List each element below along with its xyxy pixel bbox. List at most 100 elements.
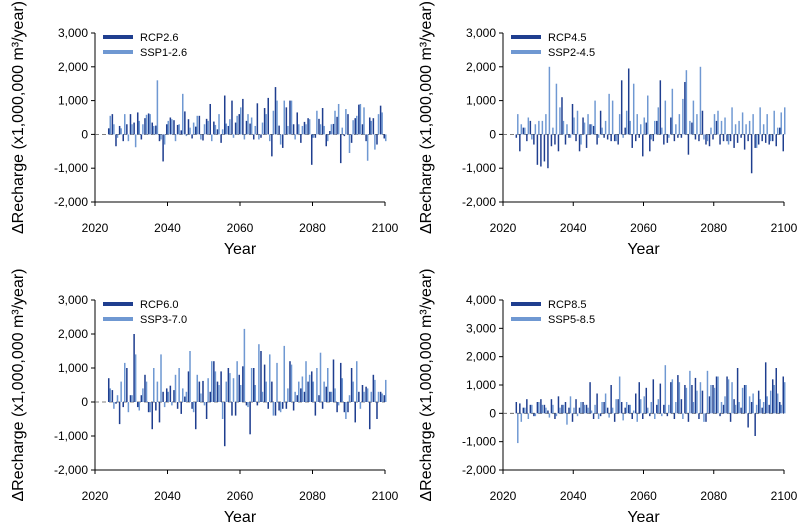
bar-ssp126-2089 xyxy=(345,109,347,135)
bar-rcp45-2068 xyxy=(670,117,672,135)
bar-rcp45-2070 xyxy=(677,134,679,138)
bar-rcp60-2043 xyxy=(176,402,179,409)
bar-rcp85-2051 xyxy=(610,385,612,414)
bar-ssp126-2046 xyxy=(189,127,191,135)
y-tick-label: 2,000 xyxy=(58,60,88,74)
bar-rcp60-2080 xyxy=(310,371,313,402)
legend-label: RCP4.5 xyxy=(548,32,587,44)
bar-ssp245-2030 xyxy=(538,120,540,135)
bar-ssp126-2037 xyxy=(156,80,159,135)
bar-rcp85-2032 xyxy=(543,404,546,414)
bar-rcp85-2035 xyxy=(554,413,556,419)
bar-ssp245-2065 xyxy=(661,127,663,135)
bar-ssp585-2077 xyxy=(703,413,705,422)
bar-ssp370-2049 xyxy=(200,393,202,402)
bar-ssp126-2095 xyxy=(366,134,369,161)
bar-ssp245-2028 xyxy=(531,134,533,140)
bar-ssp370-2098 xyxy=(377,391,380,402)
bar-rcp85-2076 xyxy=(698,413,700,419)
x-tick-label: 2100 xyxy=(372,489,399,503)
bar-ssp245-2079 xyxy=(710,127,712,135)
bar-ssp245-2049 xyxy=(604,120,607,135)
bar-rcp60-2027 xyxy=(118,402,121,425)
bar-ssp126-2032 xyxy=(138,120,141,135)
bar-ssp245-2087 xyxy=(738,120,740,135)
bar-ssp245-2097 xyxy=(773,110,775,135)
bar-ssp245-2093 xyxy=(759,107,761,135)
bar-ssp245-2026 xyxy=(524,127,526,135)
bar-rcp85-2046 xyxy=(592,413,595,419)
bar-rcp60-2083 xyxy=(321,402,324,409)
bar-rcp26-2040 xyxy=(165,124,168,135)
bar-rcp85-2048 xyxy=(599,413,602,417)
bar-ssp126-2088 xyxy=(341,127,344,135)
bar-ssp585-2078 xyxy=(706,370,709,414)
bar-ssp245-2039 xyxy=(569,134,572,138)
bar-rcp45-2072 xyxy=(684,82,686,135)
bar-rcp85-2083 xyxy=(722,404,725,414)
bar-ssp370-2099 xyxy=(381,393,383,402)
y-tick-label: -1,000 xyxy=(462,161,496,175)
bar-ssp126-2100 xyxy=(385,134,387,142)
bar-rcp85-2063 xyxy=(652,379,655,414)
bar-rcp85-2095 xyxy=(764,362,767,414)
bar-ssp585-2066 xyxy=(664,365,667,414)
bar-rcp26-2048 xyxy=(194,126,197,135)
x-tick-label: 2040 xyxy=(560,489,587,503)
bar-ssp245-2100 xyxy=(784,107,786,135)
bar-ssp126-2081 xyxy=(316,110,318,135)
bar-rcp60-2035 xyxy=(147,402,150,413)
bar-rcp26-2080 xyxy=(310,134,313,165)
bar-ssp585-2100 xyxy=(784,382,786,414)
bar-ssp370-2082 xyxy=(319,352,322,402)
y-tick-label: 2,000 xyxy=(466,350,496,364)
bar-ssp126-2061 xyxy=(243,134,246,140)
bar-rcp45-2057 xyxy=(631,134,633,148)
bar-rcp85-2029 xyxy=(533,413,535,417)
panel-2: -2,000 -1,000 0 1,000 2,000 3,000 2020 2040 2060… xyxy=(418,1,798,258)
bar-ssp126-2055 xyxy=(221,129,224,135)
bar-ssp126-2031 xyxy=(134,134,137,148)
bar-rcp60-2084 xyxy=(325,386,327,402)
bar-rcp85-2052 xyxy=(613,413,616,422)
x-axis-title: Year xyxy=(224,509,257,526)
bar-ssp585-2046 xyxy=(594,404,596,414)
bar-rcp85-2080 xyxy=(712,385,714,414)
bar-rcp26-2097 xyxy=(372,118,375,135)
bar-ssp585-2059 xyxy=(639,399,642,414)
bar-rcp60-2054 xyxy=(216,381,219,402)
bar-ssp585-2075 xyxy=(696,390,698,414)
bar-rcp26-2081 xyxy=(314,134,317,138)
bar-ssp245-2045 xyxy=(590,124,593,135)
bar-rcp60-2055 xyxy=(220,371,222,402)
bar-ssp126-2098 xyxy=(377,114,380,135)
bar-ssp245-2075 xyxy=(696,114,698,135)
bar-rcp60-2086 xyxy=(332,359,335,402)
bar-rcp26-2073 xyxy=(285,107,288,135)
bar-ssp126-2053 xyxy=(214,124,217,135)
bar-ssp126-2059 xyxy=(236,115,238,135)
bar-rcp26-2039 xyxy=(162,134,164,162)
bar-ssp245-2035 xyxy=(555,83,558,135)
bar-ssp126-2069 xyxy=(272,110,275,135)
bar-rcp85-2037 xyxy=(561,404,563,414)
bar-rcp26-2053 xyxy=(213,121,215,135)
bar-rcp85-2093 xyxy=(757,390,760,414)
x-tick-label: 2040 xyxy=(154,489,181,503)
bar-rcp26-2047 xyxy=(191,134,193,139)
bar-ssp126-2041 xyxy=(171,119,173,135)
y-tick-label: 0 xyxy=(489,127,496,141)
bar-ssp126-2097 xyxy=(374,134,376,150)
x-tick-label: 2020 xyxy=(490,489,517,503)
bar-rcp45-2044 xyxy=(585,134,588,148)
bar-rcp26-2026 xyxy=(115,134,117,147)
bar-ssp585-2025 xyxy=(520,413,523,422)
bar-ssp126-2028 xyxy=(124,114,126,135)
bar-ssp245-2025 xyxy=(520,124,523,135)
bar-rcp45-2081 xyxy=(715,120,718,135)
bar-rcp60-2052 xyxy=(209,391,211,402)
bar-ssp585-2098 xyxy=(776,393,779,414)
bar-rcp85-2030 xyxy=(536,402,539,414)
bar-rcp45-2036 xyxy=(557,134,560,152)
